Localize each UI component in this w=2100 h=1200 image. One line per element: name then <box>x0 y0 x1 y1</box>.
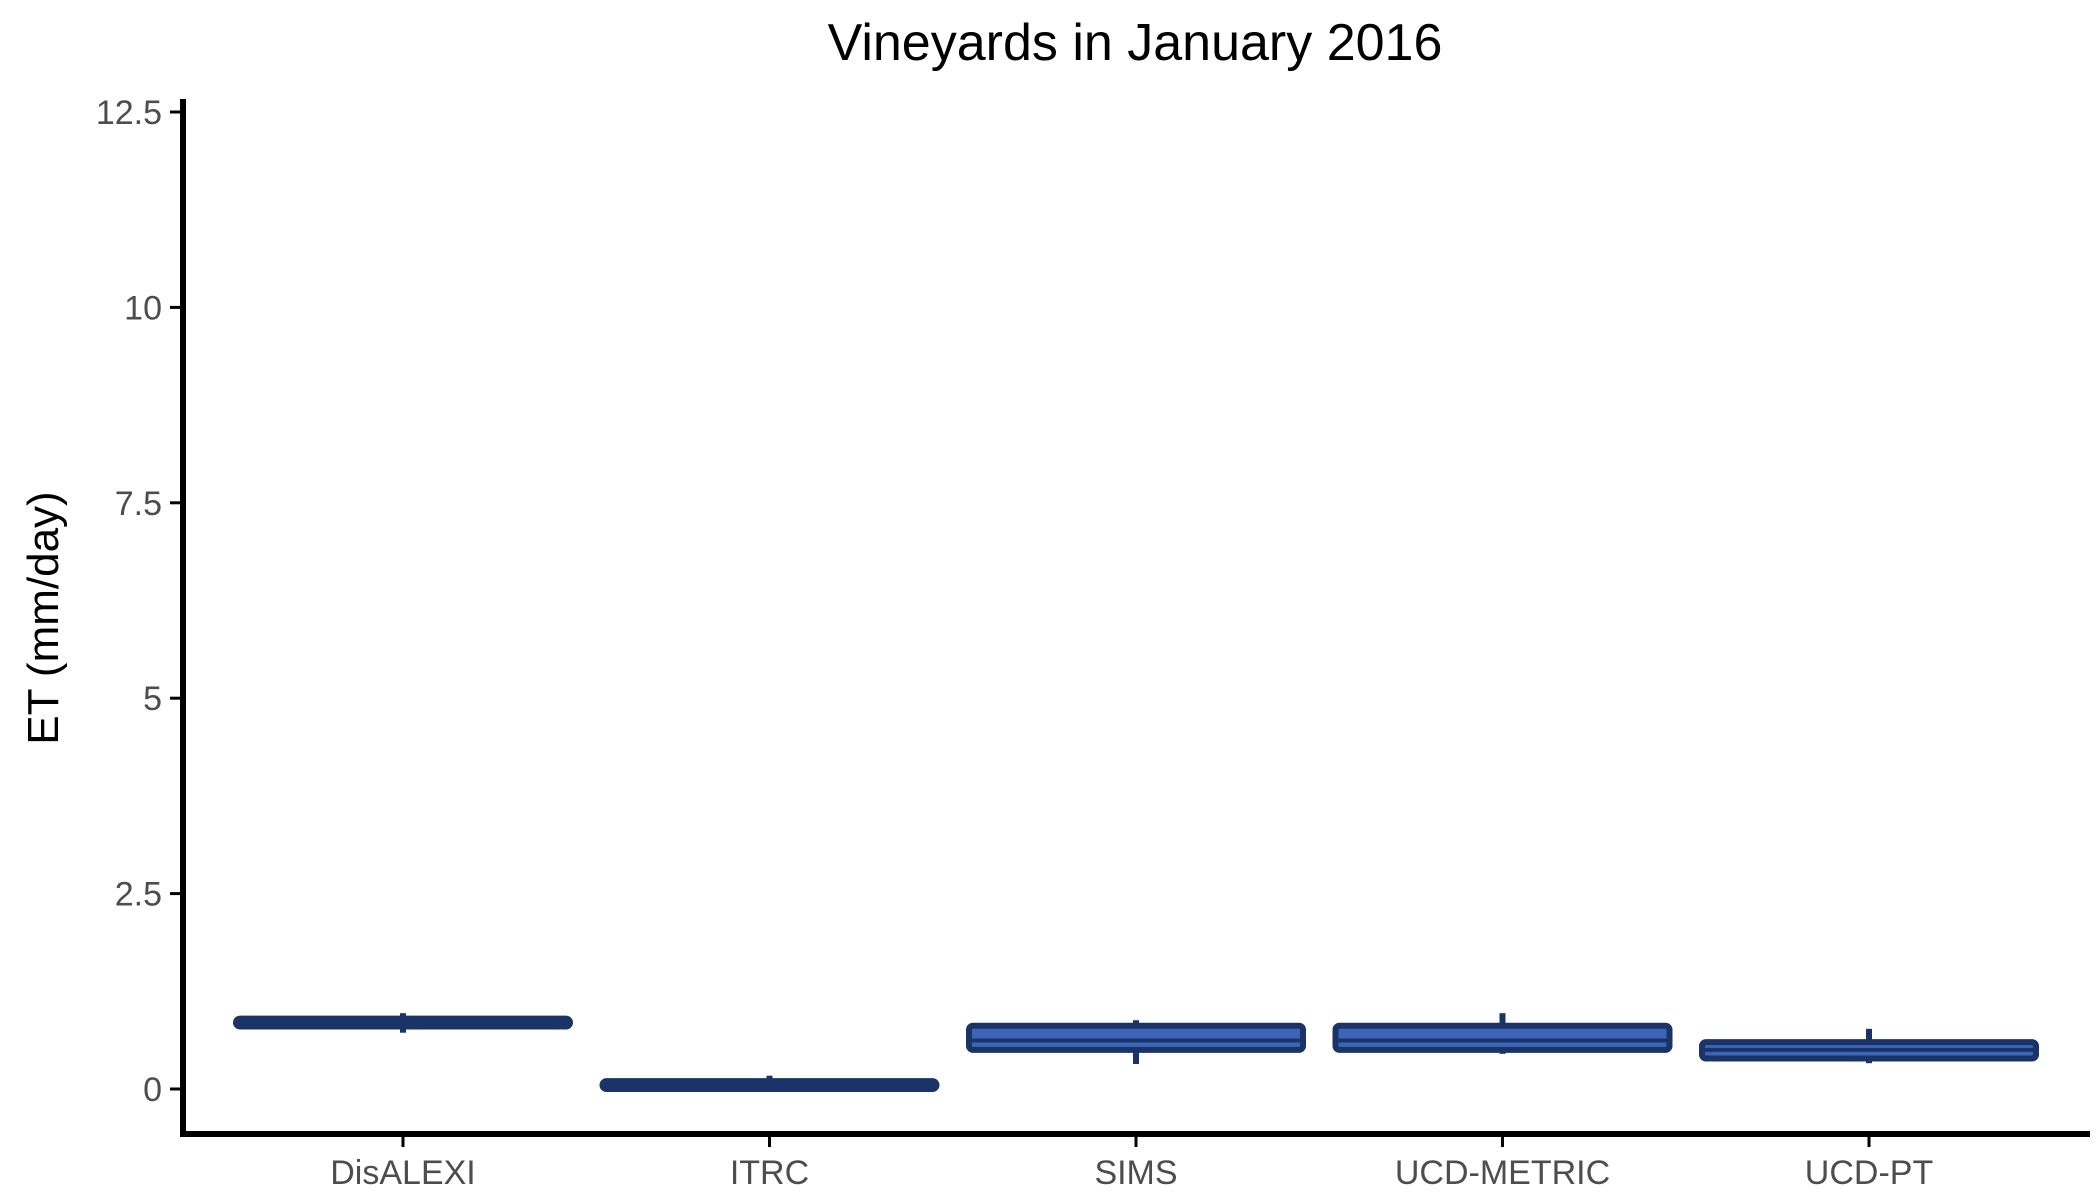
box <box>1332 1022 1673 1053</box>
y-tick-label: 7.5 <box>115 485 162 523</box>
x-tick-label: ITRC <box>730 1154 809 1192</box>
box-ucd-metric <box>1332 1013 1673 1054</box>
y-tick-label: 5 <box>143 680 162 718</box>
y-tick-label: 2.5 <box>115 876 162 914</box>
box-sims <box>966 1020 1306 1064</box>
y-tick-label: 0 <box>143 1071 162 1109</box>
y-axis-ticks: 0 2.5 5 7.5 10 12.5 <box>96 94 183 1109</box>
x-tick-label: UCD-PT <box>1805 1154 1933 1192</box>
x-tick-label: UCD-METRIC <box>1395 1154 1610 1192</box>
y-tick-label: 12.5 <box>96 94 162 132</box>
box-plots <box>233 1013 2039 1092</box>
y-axis-label: ET (mm/day) <box>19 491 68 744</box>
box-ucd-pt <box>1699 1028 2039 1064</box>
x-tick-label: DisALEXI <box>330 1154 476 1192</box>
box <box>966 1022 1306 1053</box>
x-axis-ticks: DisALEXI ITRC SIMS UCD-METRIC UCD-PT <box>330 1134 1933 1192</box>
box-disalexi <box>233 1013 573 1033</box>
chart-title: Vineyards in January 2016 <box>828 14 1443 72</box>
y-tick-label: 10 <box>124 289 162 327</box>
box-itrc <box>599 1075 940 1092</box>
x-tick-label: SIMS <box>1094 1154 1177 1192</box>
